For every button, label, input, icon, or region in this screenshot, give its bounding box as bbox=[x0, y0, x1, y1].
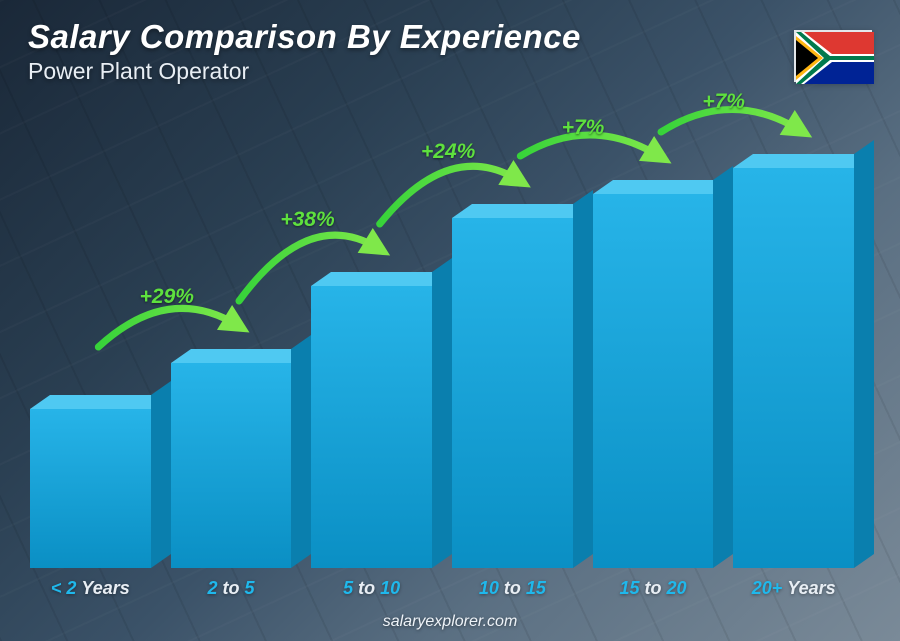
header: Salary Comparison By Experience Power Pl… bbox=[28, 18, 581, 85]
bar bbox=[452, 218, 573, 568]
bar-column: 37,300 ZAR20+ Years bbox=[733, 168, 854, 599]
bar-x-label: 5 to 10 bbox=[343, 578, 400, 599]
bar-column: 34,900 ZAR15 to 20 bbox=[593, 194, 714, 599]
bar-front bbox=[311, 286, 432, 568]
bar-lid bbox=[452, 204, 593, 218]
page-title: Salary Comparison By Experience bbox=[28, 18, 581, 56]
page-subtitle: Power Plant Operator bbox=[28, 58, 581, 85]
bar bbox=[30, 409, 151, 568]
bar-x-label: 20+ Years bbox=[752, 578, 836, 599]
bar-x-label: < 2 Years bbox=[51, 578, 130, 599]
bar-column: 32,600 ZAR10 to 15 bbox=[452, 218, 573, 599]
flag-icon bbox=[796, 32, 874, 84]
bar-x-label: 15 to 20 bbox=[619, 578, 686, 599]
bar-lid bbox=[30, 395, 171, 409]
growth-arc-label: +24% bbox=[421, 140, 475, 164]
bar-front bbox=[30, 409, 151, 568]
bar-column: 14,800 ZAR< 2 Years bbox=[30, 409, 151, 599]
bar-chart: 14,800 ZAR< 2 Years19,100 ZAR2 to 526,30… bbox=[30, 119, 854, 599]
bar-lid bbox=[733, 154, 874, 168]
growth-arc-label: +29% bbox=[140, 285, 194, 309]
bar bbox=[593, 194, 714, 568]
bar-front bbox=[733, 168, 854, 568]
bar-x-label: 10 to 15 bbox=[479, 578, 546, 599]
bar-front bbox=[593, 194, 714, 568]
bar-lid bbox=[311, 272, 452, 286]
growth-arc-label: +7% bbox=[562, 116, 605, 140]
bar-side bbox=[573, 190, 593, 568]
bar-side bbox=[854, 140, 874, 568]
bar-column: 19,100 ZAR2 to 5 bbox=[171, 363, 292, 599]
bar-column: 26,300 ZAR5 to 10 bbox=[311, 286, 432, 599]
bar bbox=[733, 168, 854, 568]
bar-side bbox=[713, 166, 733, 568]
bar bbox=[311, 286, 432, 568]
growth-arc-label: +38% bbox=[280, 208, 334, 232]
bar-front bbox=[452, 218, 573, 568]
flag-south-africa bbox=[794, 30, 872, 82]
bar-x-label: 2 to 5 bbox=[207, 578, 254, 599]
bar bbox=[171, 363, 292, 568]
bar-side bbox=[291, 335, 311, 568]
growth-arc-label: +7% bbox=[702, 90, 745, 114]
footer-credit: salaryexplorer.com bbox=[0, 613, 900, 631]
bar-side bbox=[432, 258, 452, 568]
bar-front bbox=[171, 363, 292, 568]
bar-side bbox=[151, 381, 171, 568]
